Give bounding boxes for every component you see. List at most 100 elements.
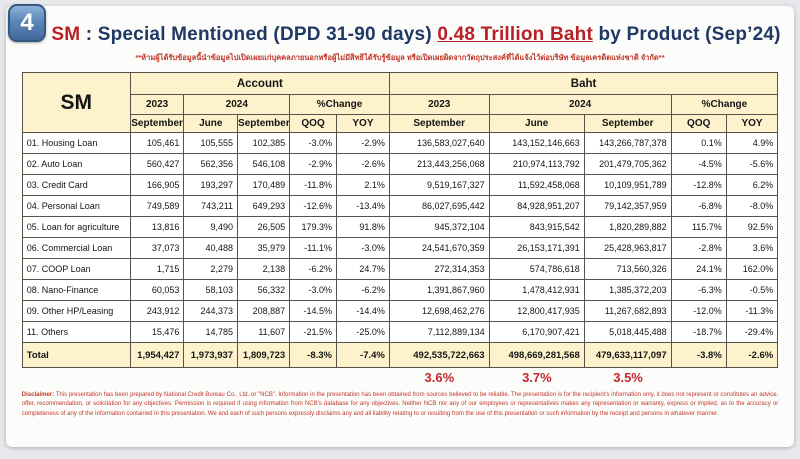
header-baht-2023: 2023 bbox=[388, 94, 490, 115]
table-cell: 15,476 bbox=[129, 321, 185, 343]
table-cell: -13.4% bbox=[336, 195, 390, 217]
table-cell: -8.0% bbox=[725, 195, 779, 217]
table-cell: -6.3% bbox=[670, 279, 727, 301]
table-cell: -18.7% bbox=[670, 321, 727, 343]
table-cell: 743,211 bbox=[183, 195, 239, 217]
table-cell: 13,816 bbox=[129, 216, 185, 238]
table-cell: 25,428,963,817 bbox=[583, 237, 672, 259]
table-cell: 1,478,412,931 bbox=[488, 279, 585, 301]
title-suffix: by Product (Sep’24) bbox=[592, 24, 781, 45]
table-cell: 10,109,951,789 bbox=[583, 174, 672, 196]
table-cell: 546,108 bbox=[237, 153, 291, 175]
header-baht-2024: 2024 bbox=[488, 94, 672, 115]
table-cell: 1,385,372,203 bbox=[583, 279, 672, 301]
share-row-spacer bbox=[22, 370, 390, 385]
table-cell: -14.4% bbox=[336, 300, 390, 322]
table-cell: 6,170,907,421 bbox=[488, 321, 585, 343]
table-cell: 105,555 bbox=[183, 132, 239, 154]
table-cell: 749,589 bbox=[129, 195, 185, 217]
table-cell: 9,519,167,327 bbox=[388, 174, 490, 196]
table-cell: -12.0% bbox=[670, 300, 727, 322]
baht-share-sep-2024: 3.5% bbox=[613, 370, 643, 385]
thai-confidentiality-notice: **ห้ามผู้ได้รับข้อมูลนี้นำข้อมูลไปเปิดเผ… bbox=[135, 53, 665, 62]
header-account-pct-change: %Change bbox=[289, 94, 390, 115]
table-cell: 24.1% bbox=[670, 258, 727, 280]
total-row: Total 1,954,427 1,973,937 1,809,723 -8.3% -7.… bbox=[21, 342, 779, 368]
table-cell: -11.3% bbox=[725, 300, 779, 322]
table-cell: 2,138 bbox=[237, 258, 291, 280]
header-account-group: Account bbox=[129, 72, 390, 95]
table-cell: 208,887 bbox=[237, 300, 291, 322]
disclaimer-label: Disclaimer: bbox=[21, 392, 55, 398]
table-row: 02. Auto Loan 560,427 562,356 546,108 -2.9% -… bbox=[21, 153, 779, 175]
header-account-2023: 2023 bbox=[129, 94, 185, 115]
table-cell: -11.8% bbox=[289, 174, 337, 196]
row-label: 07. COOP Loan bbox=[21, 258, 131, 280]
title-sm-label: SM bbox=[51, 24, 81, 45]
table-cell: -2.9% bbox=[336, 132, 390, 154]
table-cell: 843,915,542 bbox=[488, 216, 585, 238]
table-cell: -3.0% bbox=[336, 237, 390, 259]
row-label: 08. Nano-Finance bbox=[21, 279, 131, 301]
row-label: Total bbox=[21, 342, 131, 368]
table-cell: -11.1% bbox=[289, 237, 337, 259]
table-cell: 86,027,695,442 bbox=[388, 195, 490, 217]
table-cell: 1,715 bbox=[129, 258, 185, 280]
table-body: 01. Housing Loan 105,461 105,555 102,385 -3.… bbox=[21, 132, 779, 368]
table-cell: 560,427 bbox=[129, 153, 185, 175]
table-cell: 92.5% bbox=[725, 216, 779, 238]
page-title: SM : Special Mentioned (DPD 31-90 days) … bbox=[46, 24, 786, 46]
table-cell: 562,356 bbox=[183, 153, 239, 175]
table-cell: 272,314,353 bbox=[388, 258, 490, 280]
table-cell: 4.9% bbox=[725, 132, 779, 154]
baht-share-sep-2023: 3.6% bbox=[424, 370, 455, 385]
table-row: 05. Loan for agriculture 13,816 9,490 26,50… bbox=[21, 216, 779, 238]
table-cell: -2.6% bbox=[725, 342, 779, 368]
table-cell: 60,053 bbox=[129, 279, 185, 301]
row-label: 11. Others bbox=[21, 321, 131, 343]
table-cell: -0.5% bbox=[725, 279, 779, 301]
table-cell: 479,633,117,097 bbox=[583, 342, 672, 368]
table-cell: 79,142,357,959 bbox=[583, 195, 672, 217]
header-baht-qoq: QOQ bbox=[670, 114, 727, 133]
table-cell: 7,112,889,134 bbox=[388, 321, 490, 343]
baht-share-june-2024: 3.7% bbox=[522, 370, 552, 385]
table-cell: -2.6% bbox=[336, 153, 390, 175]
table-cell: -14.5% bbox=[289, 300, 337, 322]
title-separator: : bbox=[80, 24, 98, 45]
table-cell: 1,809,723 bbox=[237, 342, 291, 368]
sm-data-table: SM Account Baht 2023 2024 %Change 2023 2… bbox=[21, 72, 779, 368]
table-cell: 102,385 bbox=[237, 132, 291, 154]
table-row: 03. Credit Card 166,905 193,297 170,489 -11.… bbox=[21, 174, 779, 196]
title-main-text: Special Mentioned (DPD 31-90 days) bbox=[97, 24, 438, 45]
table-cell: -21.5% bbox=[289, 321, 337, 343]
table-cell: -8.3% bbox=[289, 342, 337, 368]
table-cell: 91.8% bbox=[336, 216, 390, 238]
header-baht-pct-change: %Change bbox=[670, 94, 779, 115]
table-cell: -5.6% bbox=[725, 153, 779, 175]
table-cell: -12.8% bbox=[670, 174, 727, 196]
table-cell: 3.6% bbox=[725, 237, 779, 259]
table-cell: 14,785 bbox=[183, 321, 239, 343]
table-cell: -2.9% bbox=[289, 153, 337, 175]
disclaimer-text: Disclaimer: This presentation has been p… bbox=[22, 391, 778, 419]
table-cell: 12,698,462,276 bbox=[388, 300, 490, 322]
table-cell: 26,153,171,391 bbox=[488, 237, 585, 259]
table-row: 07. COOP Loan 1,715 2,279 2,138 -6.2% 24.7% 27… bbox=[21, 258, 779, 280]
table-cell: 40,488 bbox=[183, 237, 239, 259]
title-highlight: 0.48 Trillion Baht bbox=[437, 24, 593, 45]
table-cell: 1,954,427 bbox=[129, 342, 185, 368]
header-baht-group: Baht bbox=[388, 72, 779, 95]
table-cell: -4.5% bbox=[670, 153, 727, 175]
table-cell: -25.0% bbox=[336, 321, 390, 343]
header-account-june: June bbox=[183, 114, 239, 133]
slide-number-badge: 4 bbox=[8, 4, 46, 42]
table-cell: 243,912 bbox=[129, 300, 185, 322]
table-cell: 58,103 bbox=[183, 279, 239, 301]
table-row: 11. Others 15,476 14,785 11,607 -21.5% -25.0%… bbox=[21, 321, 779, 343]
table-cell: 179.3% bbox=[289, 216, 337, 238]
table-cell: -12.6% bbox=[289, 195, 337, 217]
table-cell: 105,461 bbox=[129, 132, 185, 154]
header-account-qoq: QOQ bbox=[289, 114, 337, 133]
table-cell: 5,018,445,488 bbox=[583, 321, 672, 343]
